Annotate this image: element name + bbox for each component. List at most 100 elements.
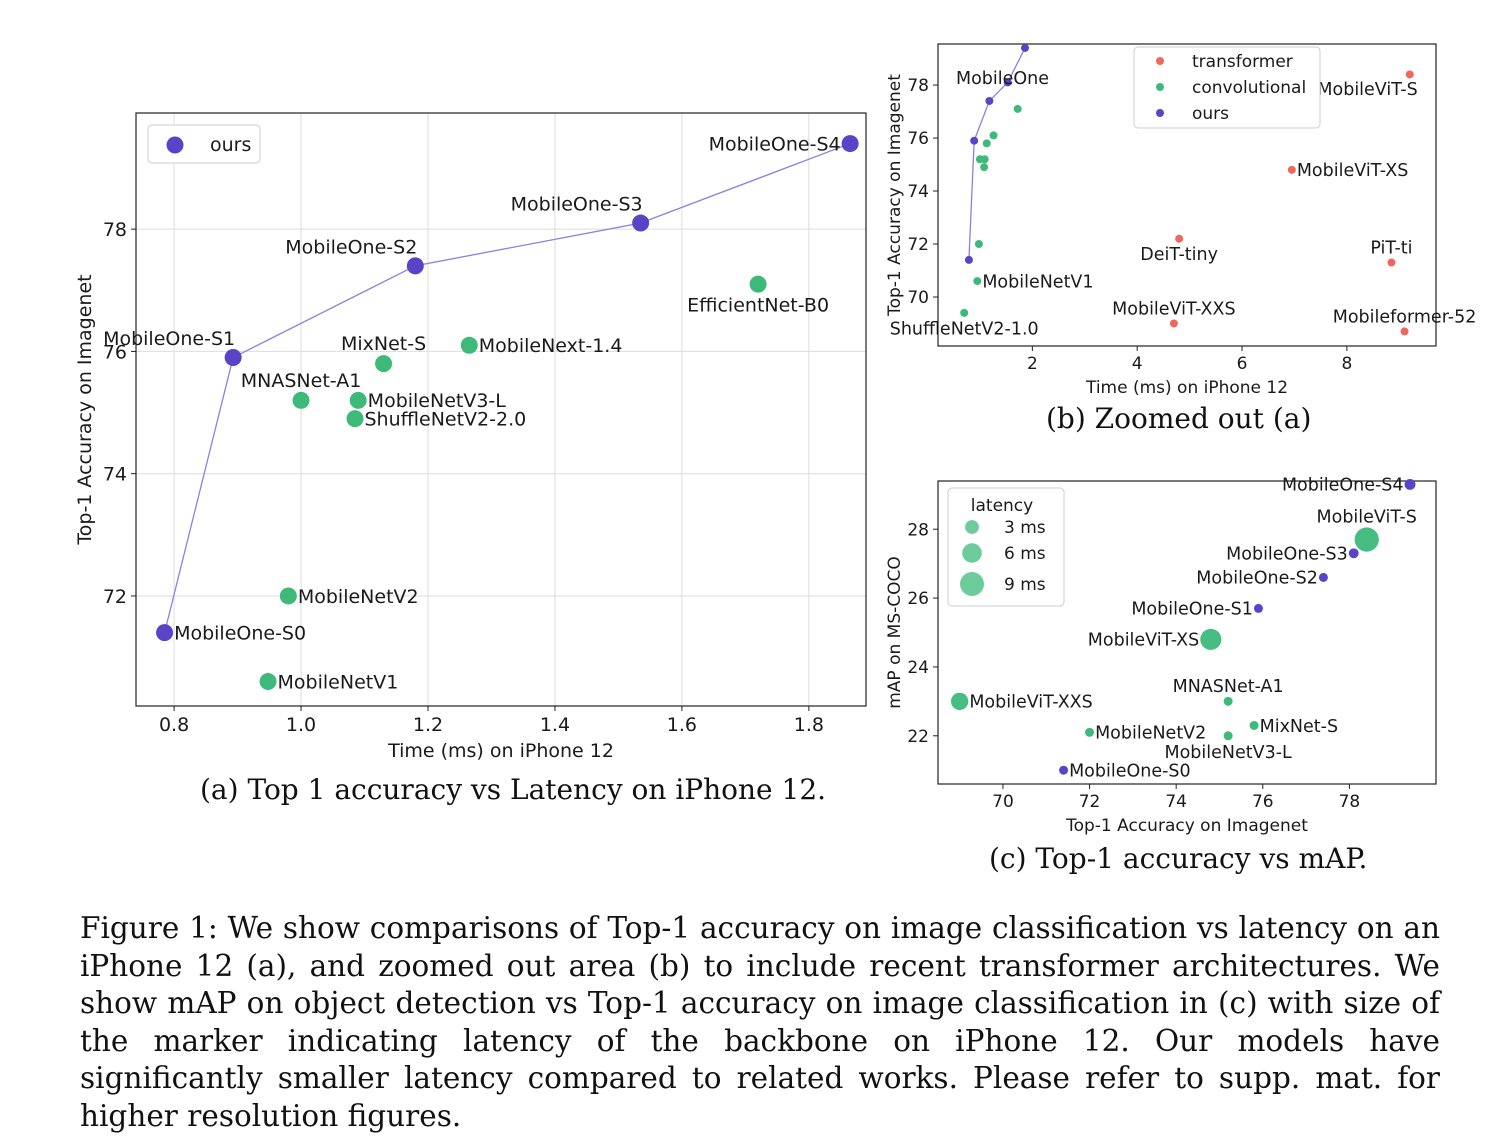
label-mobilenetv1: MobileNetV1 xyxy=(982,272,1093,292)
label-mobilenetv1: MobileNetV1 xyxy=(278,671,399,693)
point-mobileone-s4 xyxy=(1021,43,1030,52)
point-mobilenetv3-l xyxy=(1223,731,1233,741)
legend-box xyxy=(147,124,261,164)
x-tick-label: 2 xyxy=(1027,354,1038,374)
point-mobilevit-xxs xyxy=(1169,319,1178,328)
point-mobileformer-52 xyxy=(1400,327,1409,336)
point-mobilevit-xs xyxy=(1200,628,1222,650)
y-tick-label: 72 xyxy=(103,586,127,608)
label-mobilenetv2: MobileNetV2 xyxy=(1095,724,1206,744)
label-mobileone-s0: MobileOne-S0 xyxy=(1069,762,1191,782)
point-mixnet-s xyxy=(1249,720,1259,730)
x-tick-label: 1.6 xyxy=(667,714,697,736)
point-pit-ti xyxy=(1387,258,1396,267)
point-mobilenetv3-l xyxy=(349,391,367,409)
label-deit-tiny: DeiT-tiny xyxy=(1140,245,1218,265)
point-mobilenetv3-l xyxy=(980,155,989,164)
point-mnasnet-a1 xyxy=(1223,696,1233,706)
caption-b: (b) Zoomed out (a) xyxy=(1046,402,1312,435)
x-tick-label: 72 xyxy=(1079,792,1101,812)
y-tick-label: 76 xyxy=(907,129,929,149)
label-efficientnet-b0: EfficientNet-B0 xyxy=(687,295,829,317)
y-tick-label: 26 xyxy=(907,589,929,609)
point-shufflenetv2-2-0 xyxy=(980,163,989,172)
x-tick-label: 74 xyxy=(1165,792,1187,812)
caption-a: (a) Top 1 accuracy vs Latency on iPhone … xyxy=(200,773,827,806)
label-mnasnet-a1: MNASNet-A1 xyxy=(1173,677,1284,697)
point-mobilenetv1 xyxy=(259,673,277,691)
legend-marker-convolutional xyxy=(1156,83,1164,91)
y-tick-label: 74 xyxy=(103,464,127,486)
label-mixnet-s: MixNet-S xyxy=(1260,717,1338,737)
y-tick-label: 78 xyxy=(907,76,929,96)
x-tick-label: 76 xyxy=(1252,792,1274,812)
label-mobileone-s0: MobileOne-S0 xyxy=(174,622,306,644)
legend-marker-9-ms xyxy=(960,572,984,596)
legend-label-6-ms: 6 ms xyxy=(1004,544,1046,564)
point-mixnet-s xyxy=(375,355,393,373)
label-mobileone-s4: MobileOne-S4 xyxy=(1282,476,1404,496)
point-mobileone-s2 xyxy=(406,257,424,275)
point-mobilevit-xs xyxy=(1287,165,1296,174)
annotation-mobileone: MobileOne xyxy=(956,69,1049,89)
y-tick-label: 72 xyxy=(907,235,929,255)
point-mnasnet-a1 xyxy=(292,391,310,409)
legend-label-ours: ours xyxy=(210,134,251,156)
x-axis-label: Time (ms) on iPhone 12 xyxy=(1085,378,1288,398)
figure-caption: Figure 1: We show comparisons of Top-1 a… xyxy=(80,911,1440,1133)
y-tick-label: 28 xyxy=(907,520,929,540)
point-mobileone-s0 xyxy=(964,255,973,264)
legend-label-convolutional: convolutional xyxy=(1192,78,1306,98)
point-shufflenetv2-2-0 xyxy=(346,410,364,428)
point-mobileone-s3 xyxy=(632,214,650,232)
legend-marker-3-ms xyxy=(965,520,979,534)
point-mobileone-s0 xyxy=(156,624,174,642)
x-tick-label: 78 xyxy=(1339,792,1361,812)
plot-frame xyxy=(135,112,867,707)
label-mobilevit-s: MobileViT-S xyxy=(1317,507,1417,527)
y-tick-label: 24 xyxy=(907,658,929,678)
legend-marker-transformer xyxy=(1156,57,1164,65)
legend-box xyxy=(1133,46,1321,129)
point-mobileone-s1 xyxy=(1253,603,1263,613)
x-axis-label: Time (ms) on iPhone 12 xyxy=(387,740,614,762)
point-mobileone-s2 xyxy=(985,96,994,105)
legend-marker-ours xyxy=(166,136,184,154)
chart-c: 70 72 74 76 78 22 24 26 28 Top-1 Accuracy on Imag… xyxy=(885,476,1437,836)
y-tick-label: 74 xyxy=(907,182,929,202)
legend-label-3-ms: 3 ms xyxy=(1004,518,1046,538)
x-axis-label: Top-1 Accuracy on Imagenet xyxy=(1065,816,1308,836)
point-mobileone-s4 xyxy=(1404,478,1416,490)
chart-a: 0.8 1.0 1.2 1.4 1.6 1.8 72 74 76 78 Time (ms) on i… xyxy=(74,112,867,762)
label-mobileformer-52: Mobileformer-52 xyxy=(1333,307,1477,327)
legend-title: latency xyxy=(971,496,1033,516)
point-mobilenetv2 xyxy=(974,240,983,249)
point-mobileone-s3 xyxy=(1003,78,1012,87)
point-mobileone-s4 xyxy=(841,135,859,153)
point-mobilevit-xxs xyxy=(950,692,969,711)
x-tick-label: 0.8 xyxy=(159,714,189,736)
x-tick-label: 6 xyxy=(1237,354,1248,374)
x-tick-label: 8 xyxy=(1341,354,1352,374)
legend-label-transformer: transformer xyxy=(1192,52,1293,72)
label-mobilevit-xs: MobileViT-XS xyxy=(1088,631,1199,651)
x-tick-label: 1.2 xyxy=(413,714,443,736)
label-shufflenetv2-1-0: ShuffleNetV2-1.0 xyxy=(890,319,1039,339)
legend-marker-6-ms xyxy=(962,543,982,563)
point-mixnet-s xyxy=(982,139,991,148)
x-tick-label: 70 xyxy=(992,792,1014,812)
label-shufflenetv2-2-0: ShuffleNetV2-2.0 xyxy=(365,409,527,431)
point-mobilenext-1-4 xyxy=(989,131,998,140)
label-mobileone-s3: MobileOne-S3 xyxy=(1226,545,1348,565)
point-mobileone-s3 xyxy=(1348,548,1359,559)
point-mobilenetv2 xyxy=(1085,727,1095,737)
point-mobileone-s0 xyxy=(1059,765,1069,775)
y-axis-label: Top-1 Accuracy on Imagenet xyxy=(74,274,96,545)
x-tick-label: 1.4 xyxy=(540,714,570,736)
point-deit-tiny xyxy=(1175,234,1184,243)
label-mobilevit-xxs: MobileViT-XXS xyxy=(969,693,1092,713)
label-mobilevit-s: MobileViT-S xyxy=(1317,80,1417,100)
point-mobileone-s1 xyxy=(970,136,979,145)
label-mobilevit-xxs: MobileViT-XXS xyxy=(1112,299,1235,319)
